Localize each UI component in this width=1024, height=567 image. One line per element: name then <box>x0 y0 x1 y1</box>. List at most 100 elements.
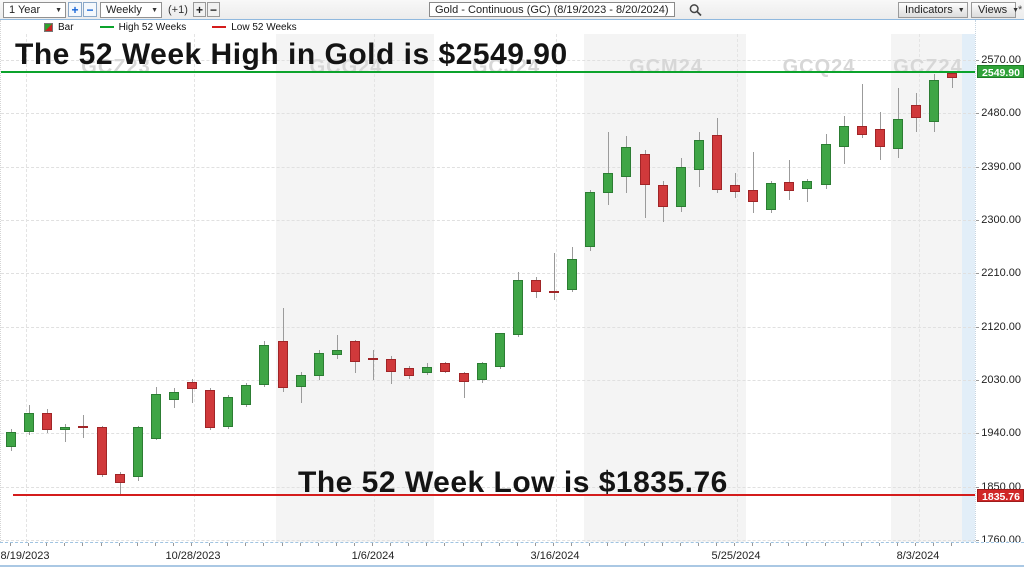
x-axis-tick <box>788 543 790 546</box>
candle-wick <box>608 131 610 206</box>
candle-wick <box>753 151 755 214</box>
candle[interactable] <box>349 341 360 362</box>
x-axis-tick <box>299 543 301 546</box>
candle[interactable] <box>784 182 795 191</box>
views-button[interactable]: Views ▼ <box>971 2 1020 18</box>
x-axis-tick <box>390 543 392 546</box>
high-52w-line <box>1 70 975 73</box>
offset-plus-button[interactable]: + <box>193 2 206 17</box>
contract-band <box>584 20 746 542</box>
candle[interactable] <box>549 291 559 294</box>
bar-series-icon[interactable] <box>44 22 53 32</box>
x-axis-tick <box>317 543 319 546</box>
candle[interactable] <box>512 279 523 335</box>
candle[interactable] <box>331 349 342 355</box>
candle[interactable] <box>911 105 921 119</box>
indicators-button[interactable]: Indicators ▼ <box>898 2 968 18</box>
search-icon[interactable] <box>689 2 702 18</box>
candle[interactable] <box>730 185 740 192</box>
candle[interactable] <box>766 183 777 210</box>
high-line-icon[interactable] <box>99 26 114 28</box>
low-line-label[interactable]: Low 52 Weeks <box>231 21 297 33</box>
candle[interactable] <box>892 119 903 150</box>
candle[interactable] <box>42 412 53 430</box>
range-zoom-in-button[interactable]: + <box>68 2 82 17</box>
candle[interactable] <box>150 394 161 440</box>
candle[interactable] <box>187 382 197 390</box>
low-annotation: The 52 Week Low is $1835.76 <box>298 466 728 499</box>
v-gridline <box>556 34 557 542</box>
high-line-label[interactable]: High 52 Weeks <box>118 21 187 33</box>
contract-watermark: GCQ24 <box>782 56 856 78</box>
candle[interactable] <box>386 358 397 372</box>
candle[interactable] <box>585 191 596 247</box>
candle[interactable] <box>440 363 451 373</box>
x-axis-tick <box>191 543 192 546</box>
candle[interactable] <box>947 73 958 79</box>
candle[interactable] <box>295 375 306 387</box>
x-axis-tick <box>209 543 211 546</box>
contract-band <box>962 20 975 542</box>
low-line-icon[interactable] <box>212 26 227 28</box>
x-axis-tick <box>408 543 410 546</box>
candle[interactable] <box>802 180 813 189</box>
candle[interactable] <box>621 146 632 177</box>
candle[interactable] <box>838 125 849 147</box>
candle[interactable] <box>132 426 143 478</box>
candle[interactable] <box>748 189 759 202</box>
candle[interactable] <box>259 345 270 385</box>
candle-wick <box>336 334 338 359</box>
candle-wick <box>789 160 791 200</box>
candle[interactable] <box>313 352 324 377</box>
candle[interactable] <box>114 474 125 484</box>
candle[interactable] <box>6 431 16 447</box>
candle[interactable] <box>675 166 686 207</box>
v-gridline <box>194 34 195 542</box>
candle[interactable] <box>168 392 179 400</box>
bar-series-label[interactable]: Bar <box>58 21 74 33</box>
candle[interactable] <box>820 143 831 186</box>
candle[interactable] <box>711 135 722 190</box>
candle[interactable] <box>241 384 252 405</box>
candle[interactable] <box>530 279 541 292</box>
x-axis-tick <box>860 543 862 546</box>
candle[interactable] <box>494 333 505 367</box>
x-axis[interactable]: 8/19/2023 10/28/2023 1/6/2024 3/16/2024 5/25… <box>0 542 1024 567</box>
period-select[interactable]: Weekly ▼ <box>100 2 162 18</box>
candle[interactable] <box>657 185 668 207</box>
offset-label: (+1) <box>168 4 188 16</box>
y-axis-label: 1940.00 <box>981 427 1021 440</box>
offset-minus-button[interactable]: − <box>207 2 220 17</box>
low-52w-line <box>13 494 975 497</box>
candle[interactable] <box>223 396 234 427</box>
candle[interactable] <box>404 368 415 377</box>
candle[interactable] <box>874 129 885 148</box>
x-axis-tick <box>607 543 609 546</box>
v-gridline <box>919 34 920 542</box>
candle[interactable] <box>60 427 71 430</box>
candle[interactable] <box>693 139 704 171</box>
range-zoom-out-button[interactable]: − <box>83 2 97 17</box>
candle[interactable] <box>639 153 650 186</box>
candle[interactable] <box>277 341 288 389</box>
candle[interactable] <box>929 80 940 122</box>
candle[interactable] <box>368 358 378 361</box>
candle[interactable] <box>96 426 107 475</box>
symbol-title-box[interactable]: Gold - Continuous (GC) (8/19/2023 - 8/20… <box>429 2 675 17</box>
candle[interactable] <box>205 390 216 428</box>
candle[interactable] <box>458 373 469 382</box>
candle[interactable] <box>603 173 614 194</box>
candle[interactable] <box>476 363 487 380</box>
candle[interactable] <box>78 426 89 429</box>
v-gridline <box>26 34 27 542</box>
y-axis[interactable]: 2549.90 1835.76 2570.00 2480.00 2390.00 230… <box>975 20 1024 546</box>
chart-plot-area[interactable]: Bar High 52 Weeks Low 52 Weeks The 52 We… <box>0 20 975 542</box>
range-select[interactable]: 1 Year ▼ <box>3 2 66 18</box>
candle-wick <box>300 371 302 404</box>
candle[interactable] <box>567 258 578 290</box>
candle-wick <box>554 253 555 300</box>
chevron-down-icon: ▼ <box>1012 6 1020 14</box>
candle[interactable] <box>422 366 433 374</box>
candle[interactable] <box>856 125 867 136</box>
candle[interactable] <box>24 413 35 432</box>
